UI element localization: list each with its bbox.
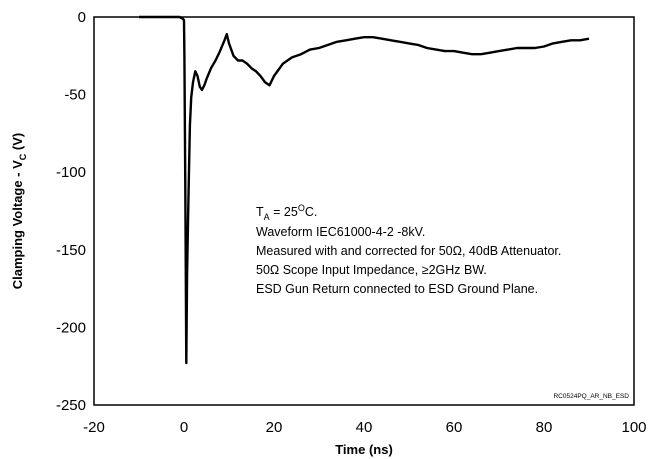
y-axis-ticks: 0 -50 -100 -150 -200 -250 [56,9,86,414]
note-temperature: TA = 25OC. [256,203,317,222]
series-layer [139,15,590,365]
x-tick-label: 0 [180,419,188,436]
x-tick-label: -20 [83,419,105,436]
note-scope-impedance: 50Ω Scope Input Impedance, ≥2GHz BW. [256,263,487,277]
x-axis-title: Time (ns) [335,442,393,457]
x-axis-ticks: -20 0 20 40 60 80 100 [83,419,646,436]
y-tick-label: -150 [56,242,86,259]
x-tick-label: 40 [356,419,373,436]
x-tick-label: 20 [266,419,283,436]
note-gun-return: ESD Gun Return connected to ESD Ground P… [256,282,538,296]
figure-code: RC0524PQ_AR_NB_ESD [553,393,629,400]
x-tick-label: 80 [536,419,553,436]
note-waveform: Waveform IEC61000-4-2 -8kV. [256,225,425,239]
y-tick-label: 0 [78,9,86,26]
test-conditions-note: TA = 25OC. Waveform IEC61000-4-2 -8kV. M… [256,203,561,296]
x-tick-label: 100 [621,419,646,436]
x-tick-label: 60 [446,419,463,436]
y-tick-label: -250 [56,397,86,414]
plot-area-frame [93,16,635,406]
y-tick-label: -100 [56,164,86,181]
y-tick-label: -200 [56,319,86,336]
note-attenuator: Measured with and corrected for 50Ω, 40d… [256,244,561,258]
y-axis-title: Clamping Voltage - VC (V) [10,133,28,290]
voltage-trace-line [139,15,590,365]
y-tick-label: -50 [64,87,86,104]
